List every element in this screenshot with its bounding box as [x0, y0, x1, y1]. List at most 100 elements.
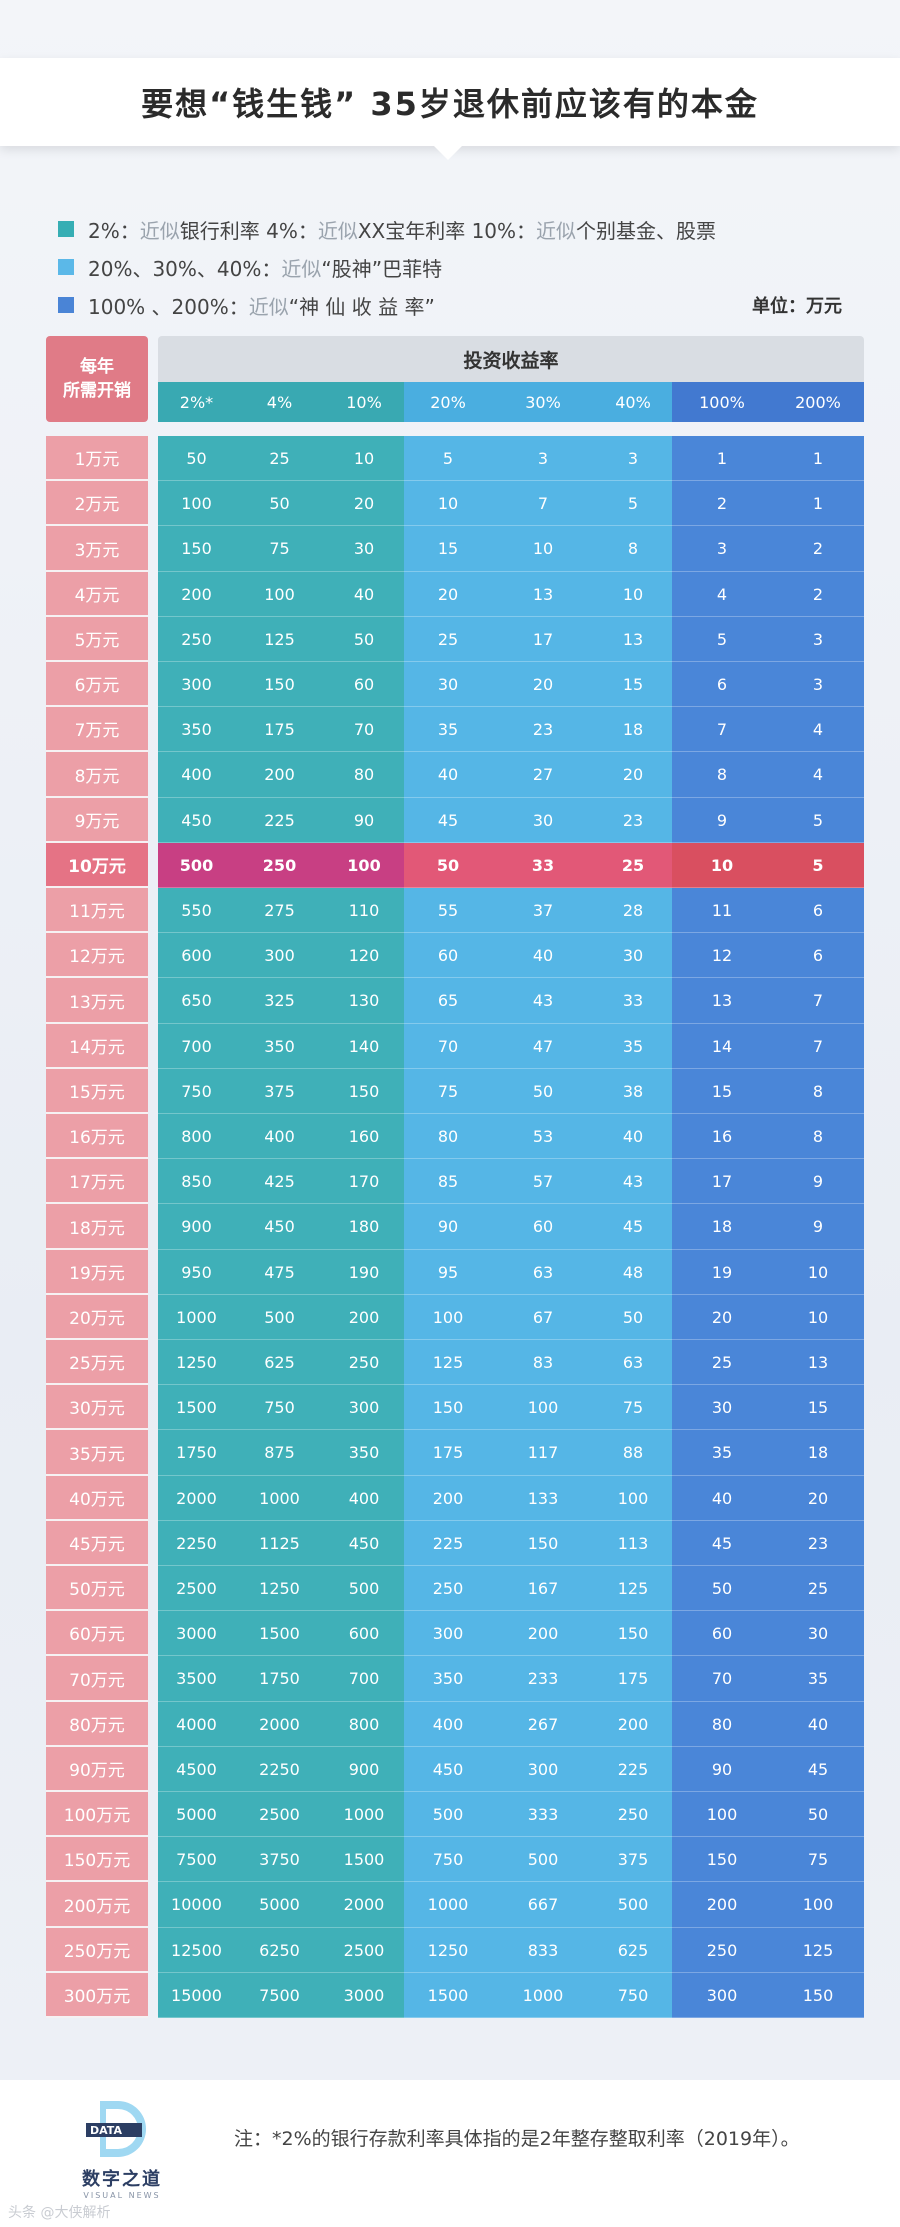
table-cell: 5: [594, 481, 672, 526]
table-cell: 3000: [158, 1611, 235, 1656]
page-title: 要想“钱生钱” 35岁退休前应该有的本金: [141, 85, 759, 123]
table-cell: 500: [158, 843, 235, 888]
table-cell: 4000: [158, 1702, 235, 1747]
table-cell: 9: [772, 1159, 864, 1204]
table-cell: 20: [404, 572, 492, 617]
table-cell: 2000: [158, 1476, 235, 1521]
table-cell: 250: [158, 617, 235, 662]
table-cell: 19: [672, 1250, 772, 1295]
footer: [0, 2080, 900, 2227]
row-label: 40万元: [46, 1476, 148, 1521]
row-label: 3万元: [46, 526, 148, 572]
table-cell: 95: [404, 1250, 492, 1295]
table-cell: 200: [404, 1476, 492, 1521]
row-label: 25万元: [46, 1340, 148, 1385]
legend-item: 100% 、200%：近似“神 仙 收 益 率”: [58, 286, 858, 324]
table-cell: 25: [672, 1340, 772, 1385]
table-cell: 7: [772, 978, 864, 1024]
table-cell: 700: [158, 1024, 235, 1069]
table-cell: 10: [772, 1295, 864, 1340]
table-cell: 160: [324, 1114, 404, 1159]
row-label: 15万元: [46, 1069, 148, 1114]
table-cell: 600: [158, 933, 235, 978]
table-cell: 833: [492, 1928, 594, 1973]
table-cell: 1000: [324, 1792, 404, 1837]
table-cell: 150: [324, 1069, 404, 1114]
table-cell: 45: [672, 1521, 772, 1566]
table-cell: 40: [672, 1476, 772, 1521]
table-cell: 8: [672, 752, 772, 798]
table-cell: 3: [672, 526, 772, 572]
row-label: 13万元: [46, 978, 148, 1024]
row-label: 4万元: [46, 572, 148, 617]
table-cell: 50: [404, 843, 492, 888]
row-label: 19万元: [46, 1250, 148, 1295]
row-label: 30万元: [46, 1385, 148, 1430]
table-cell: 50: [324, 617, 404, 662]
table-cell: 55: [404, 888, 492, 933]
rate-header: 30%: [492, 382, 594, 422]
row-header: 每年 所需开销: [46, 336, 148, 422]
legend-text-part: 银行利率 4%：: [179, 218, 318, 243]
table-cell: 175: [594, 1656, 672, 1702]
table-cell: 1750: [158, 1430, 235, 1476]
table-cell: 20: [492, 662, 594, 707]
table-cell: 65: [404, 978, 492, 1024]
table-cell: 100: [324, 843, 404, 888]
table-cell: 75: [772, 1837, 864, 1882]
table-cell: 3: [772, 662, 864, 707]
legend-text-part: 近似: [317, 218, 358, 243]
row-label: 50万元: [46, 1566, 148, 1611]
legend-text-part: 近似: [536, 218, 577, 243]
table-cell: 333: [492, 1792, 594, 1837]
table-cell: 40: [324, 572, 404, 617]
table-cell: 8: [594, 526, 672, 572]
row-label: 10万元: [46, 843, 148, 888]
table-cell: 110: [324, 888, 404, 933]
legend-swatch: [58, 297, 74, 313]
table-cell: 233: [492, 1656, 594, 1702]
table-cell: 17: [492, 617, 594, 662]
table-cell: 667: [492, 1882, 594, 1928]
table-cell: 450: [235, 1204, 324, 1250]
table-cell: 300: [492, 1747, 594, 1792]
table-cell: 950: [158, 1250, 235, 1295]
legend-text: 100% 、200%：近似“神 仙 收 益 率”: [88, 291, 435, 320]
table-cell: 13: [594, 617, 672, 662]
legend-text-part: 100% 、200%：: [88, 294, 249, 319]
table-cell: 43: [594, 1159, 672, 1204]
rate-header: 10%: [324, 382, 404, 422]
table-cell: 4: [772, 752, 864, 798]
table-cell: 23: [594, 798, 672, 843]
table-cell: 3750: [235, 1837, 324, 1882]
legend-text-part: “神 仙 收 益 率”: [288, 294, 435, 319]
table-cell: 63: [594, 1340, 672, 1385]
legend-text-part: 近似: [139, 218, 180, 243]
table-cell: 350: [235, 1024, 324, 1069]
table-cell: 3: [594, 436, 672, 481]
table-cell: 7500: [235, 1973, 324, 2018]
table-cell: 140: [324, 1024, 404, 1069]
legend-text-part: 近似: [248, 294, 289, 319]
table-cell: 150: [594, 1611, 672, 1656]
table-cell: 133: [492, 1476, 594, 1521]
rate-header: 200%: [772, 382, 864, 422]
table-cell: 100: [235, 572, 324, 617]
table-cell: 45: [772, 1747, 864, 1792]
table-cell: 450: [324, 1521, 404, 1566]
table-cell: 1000: [158, 1295, 235, 1340]
table-cell: 800: [158, 1114, 235, 1159]
table-cell: 45: [404, 798, 492, 843]
table-cell: 13: [772, 1340, 864, 1385]
table-cell: 250: [235, 843, 324, 888]
table-cell: 3: [492, 436, 594, 481]
table-cell: 40: [492, 933, 594, 978]
row-label: 35万元: [46, 1430, 148, 1476]
table-cell: 15: [404, 526, 492, 572]
table-cell: 50: [772, 1792, 864, 1837]
table-cell: 250: [594, 1792, 672, 1837]
table-cell: 125: [404, 1340, 492, 1385]
table-cell: 2500: [158, 1566, 235, 1611]
table-cell: 1: [772, 436, 864, 481]
column-group-header: 投资收益率: [158, 336, 864, 382]
